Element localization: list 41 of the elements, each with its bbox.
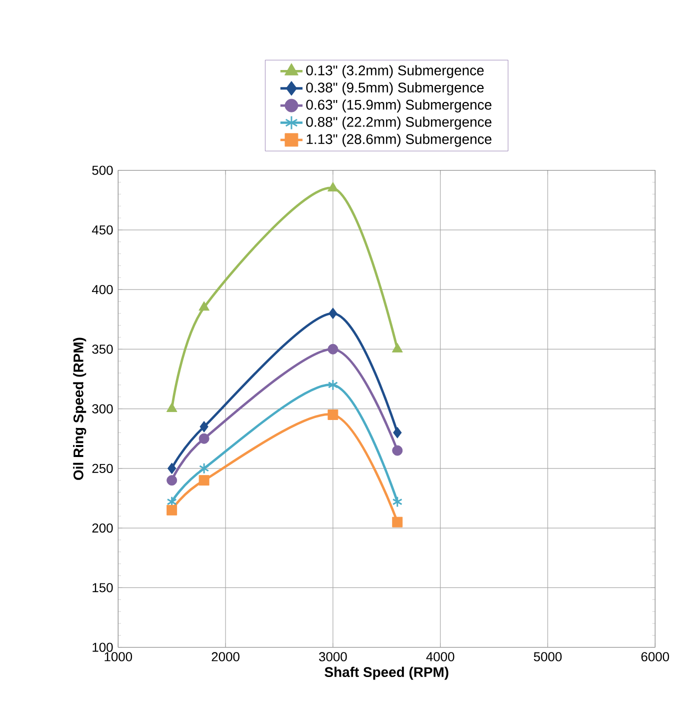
point bbox=[198, 433, 210, 444]
y-tick-label: 200 bbox=[92, 523, 113, 533]
point bbox=[166, 504, 178, 516]
point bbox=[328, 410, 338, 420]
point bbox=[392, 516, 403, 528]
x-tick-label: 6000 bbox=[641, 652, 670, 662]
point bbox=[328, 379, 338, 391]
x-tick-label: 3000 bbox=[319, 652, 347, 662]
x-tick-label: 5000 bbox=[534, 652, 562, 662]
point bbox=[167, 462, 176, 474]
point bbox=[393, 426, 402, 438]
point bbox=[328, 344, 338, 354]
y-tick-label: 500 bbox=[92, 166, 113, 175]
point bbox=[198, 475, 210, 486]
y-tick-label: 300 bbox=[92, 404, 113, 414]
y-tick-label: 150 bbox=[92, 583, 113, 592]
x-tick-label: 2000 bbox=[212, 652, 240, 662]
point bbox=[392, 496, 402, 508]
y-tick-label: 250 bbox=[92, 464, 113, 473]
y-axis-title: Oil Ring Speed (RPM) bbox=[73, 338, 86, 480]
point bbox=[166, 475, 178, 486]
legend-label: 0.88" (22.2mm) Submergence bbox=[306, 116, 492, 130]
legend-label: 1.13" (28.6mm) Submergence bbox=[306, 134, 492, 147]
point bbox=[166, 402, 178, 412]
point bbox=[198, 301, 210, 311]
x-axis-title: Shaft Speed (RPM) bbox=[324, 666, 448, 680]
legend-label: 0.38" (9.5mm) Submergence bbox=[306, 82, 484, 96]
x-tick-label: 4000 bbox=[426, 652, 454, 662]
y-tick-label: 350 bbox=[92, 344, 113, 354]
point bbox=[200, 420, 208, 432]
point bbox=[198, 462, 210, 474]
legend-label: 0.63" (15.9mm) Submergence bbox=[306, 99, 492, 112]
point bbox=[392, 342, 403, 352]
y-tick-label: 400 bbox=[92, 284, 113, 294]
x-tick-label: 1000 bbox=[104, 652, 132, 662]
point bbox=[392, 445, 403, 456]
point bbox=[328, 308, 338, 320]
y-tick-label: 450 bbox=[92, 225, 113, 234]
legend-label: 0.13" (3.2mm) Submergence bbox=[306, 65, 484, 78]
point bbox=[328, 182, 338, 192]
y-tick-label: 100 bbox=[92, 642, 113, 652]
